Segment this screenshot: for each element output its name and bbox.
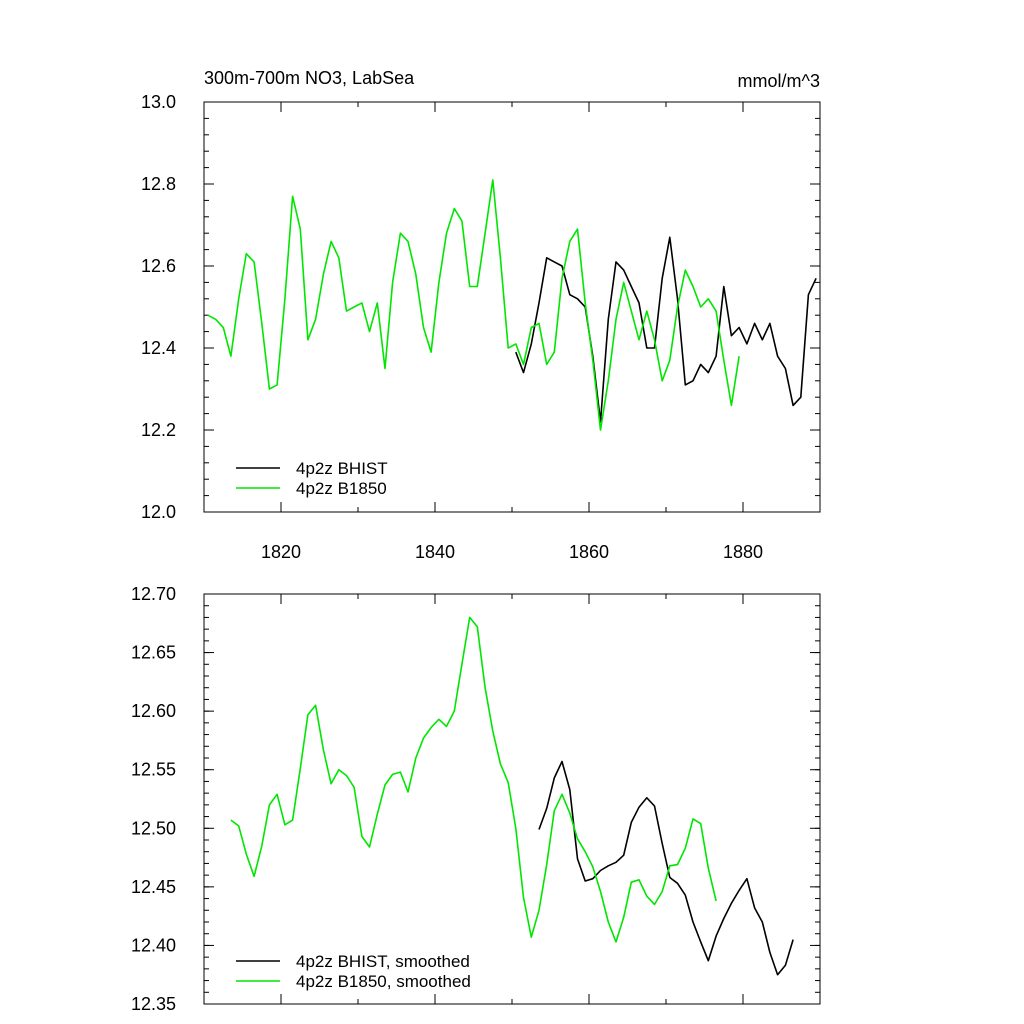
panel2-ytick-label: 12.45 bbox=[131, 877, 176, 897]
panel1-xtick-label: 1880 bbox=[723, 542, 763, 562]
panel1-ytick-label: 12.8 bbox=[141, 174, 176, 194]
panel1-series-b1850 bbox=[207, 179, 740, 431]
panel2-series-bhist bbox=[538, 760, 794, 976]
panel1-ytick-label: 13.0 bbox=[141, 92, 176, 112]
panel1-ytick-label: 12.0 bbox=[141, 502, 176, 522]
panel2-ytick-label: 12.40 bbox=[131, 935, 176, 955]
panel2-series-b1850 bbox=[230, 616, 717, 943]
panel2-ytick-label: 12.55 bbox=[131, 760, 176, 780]
panel2-legend-label: 4p2z BHIST, smoothed bbox=[296, 952, 470, 971]
panel1-legend-label: 4p2z BHIST bbox=[296, 459, 388, 478]
panel1-xtick-label: 1820 bbox=[261, 542, 301, 562]
panel1-title: 300m-700m NO3, LabSea bbox=[204, 68, 415, 88]
panel1-xtick-label: 1860 bbox=[569, 542, 609, 562]
panel1-ytick-label: 12.2 bbox=[141, 420, 176, 440]
panel2-ytick-label: 12.65 bbox=[131, 643, 176, 663]
panel2-ytick-label: 12.60 bbox=[131, 701, 176, 721]
panel1-ytick-label: 12.4 bbox=[141, 338, 176, 358]
panel1-xtick-label: 1840 bbox=[415, 542, 455, 562]
panel2-ytick-label: 12.50 bbox=[131, 818, 176, 838]
panel2-ytick-label: 12.35 bbox=[131, 994, 176, 1014]
panel1-ytick-label: 12.6 bbox=[141, 256, 176, 276]
panel2-legend-label: 4p2z B1850, smoothed bbox=[296, 972, 471, 991]
panel1-series-bhist bbox=[515, 236, 817, 423]
panel2-plot: 12.35 12.40 12.45 12.50 12.55 12.60 12.65 12.70… bbox=[131, 584, 821, 1014]
panel1-legend-label: 4p2z B1850 bbox=[296, 479, 387, 498]
panel1-plot: 12.0 12.2 12.4 12.6 12.8 13.0 1820 1840 1860 1880… bbox=[141, 92, 821, 562]
panel2-ytick-label: 12.70 bbox=[131, 584, 176, 604]
panel1-units: mmol/m^3 bbox=[738, 71, 820, 91]
